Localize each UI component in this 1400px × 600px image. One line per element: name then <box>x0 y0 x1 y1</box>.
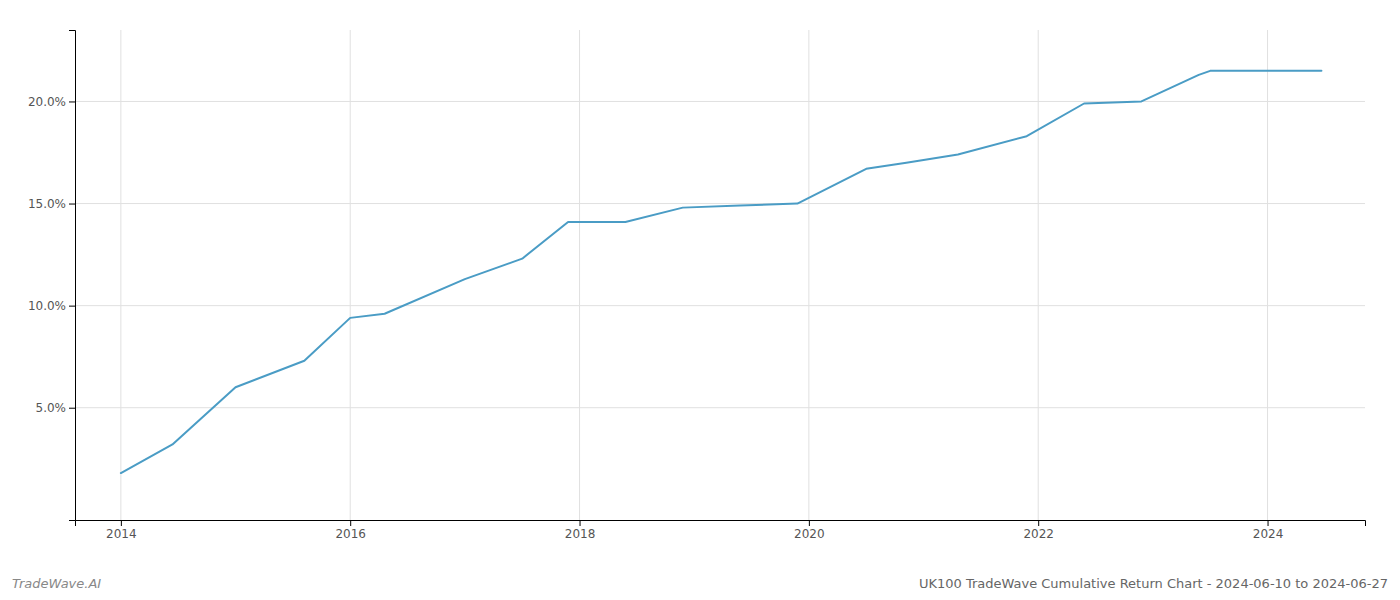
x-tick-mark <box>580 520 581 526</box>
grid-line-x <box>120 30 121 520</box>
y-axis: 5.0% 10.0% 15.0% 20.0% <box>28 31 76 521</box>
x-tick-label: 2024 <box>1253 527 1284 541</box>
x-tick: 2022 <box>1023 520 1054 541</box>
x-tick-mark <box>1038 520 1039 526</box>
x-tick-label: 2020 <box>794 527 825 541</box>
y-tick-mark <box>69 101 75 102</box>
y-tick-label: 15.0% <box>28 197 66 211</box>
x-tick-mark <box>1268 520 1269 526</box>
grid-line-x <box>808 30 809 520</box>
x-tick-label: 2014 <box>106 527 137 541</box>
grid-line-x <box>1267 30 1268 520</box>
x-tick: 2018 <box>565 520 596 541</box>
grid-line-x <box>1038 30 1039 520</box>
marks <box>121 71 1322 473</box>
title: UK100 TradeWave Cumulative Return Chart … <box>919 576 1388 591</box>
x-tick-mark <box>809 520 810 526</box>
x-tick-label: 2018 <box>565 527 596 541</box>
y-tick: 10.0% <box>28 299 75 313</box>
grid-line-y <box>75 203 1365 204</box>
y-tick-label: 20.0% <box>28 95 66 109</box>
line <box>121 71 1322 473</box>
y-tick: 15.0% <box>28 197 75 211</box>
watermark: TradeWave.AI <box>12 576 101 591</box>
x-axis: 2014 2016 2018 2020 2022 2024 <box>76 520 1366 541</box>
x-tick: 2020 <box>794 520 825 541</box>
x-tick: 2014 <box>106 520 137 541</box>
grid-line-y <box>75 101 1365 102</box>
x-axis-line <box>76 521 1366 527</box>
y-tick-label: 5.0% <box>36 401 67 415</box>
y-tick-mark <box>69 306 75 307</box>
y-tick: 20.0% <box>28 95 75 109</box>
y-axis-line <box>69 31 76 521</box>
y-tick-mark <box>69 204 75 205</box>
grid <box>75 30 1365 520</box>
x-tick-label: 2016 <box>335 527 366 541</box>
y-tick-mark <box>69 408 75 409</box>
x-tick: 2016 <box>335 520 366 541</box>
x-tick: 2024 <box>1253 520 1284 541</box>
x-tick-mark <box>350 520 351 526</box>
chart: 2014 2016 2018 2020 2022 2024 5.0% 10.0% 15.0% 20… <box>0 0 1400 600</box>
grid-line-x <box>350 30 351 520</box>
grid-line-y <box>75 305 1365 306</box>
y-tick: 5.0% <box>36 401 76 415</box>
plot-area: 2014 2016 2018 2020 2022 2024 5.0% 10.0% 15.0% 20… <box>28 30 1366 541</box>
x-tick-mark <box>121 520 122 526</box>
grid-line-x <box>579 30 580 520</box>
grid-line-y <box>75 407 1365 408</box>
x-tick-label: 2022 <box>1023 527 1054 541</box>
y-tick-label: 10.0% <box>28 299 66 313</box>
